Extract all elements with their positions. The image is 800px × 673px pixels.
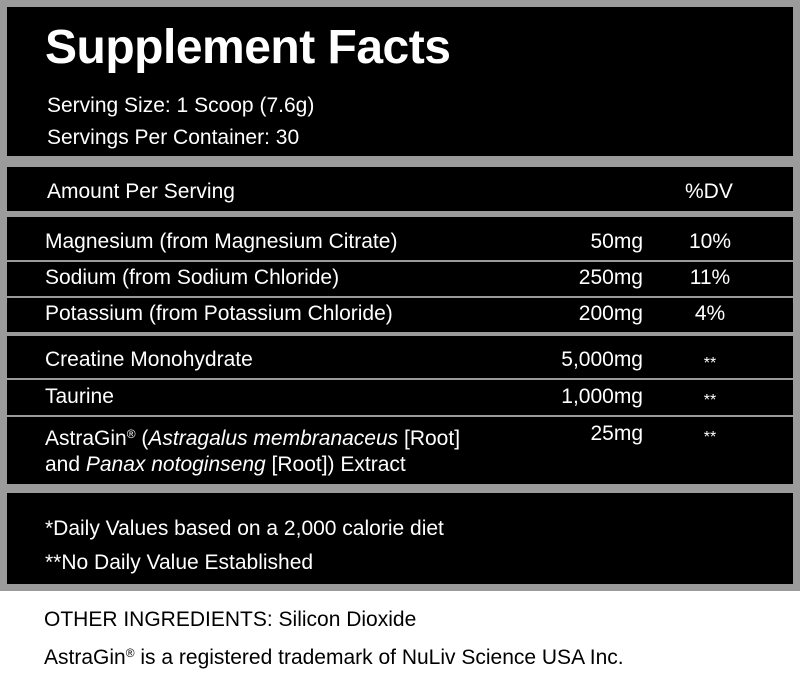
ingredient-name: AstraGin® (Astragalus membranaceus [Root…: [45, 427, 461, 476]
brand-name: AstraGin: [45, 427, 127, 450]
latin-name: Astragalus membranaceus: [148, 427, 399, 450]
nutrient-dv: 10%: [688, 230, 732, 253]
ingredient-dv: **: [703, 355, 717, 372]
nutrient-amount: 200mg: [578, 302, 643, 325]
nutrient-dv: 4%: [694, 302, 726, 325]
dv-header: %DV: [685, 180, 733, 203]
nutrient-name: Potassium (from Potassium Chloride): [45, 302, 393, 325]
trademark-notice: AstraGin® is a registered trademark of N…: [44, 646, 624, 669]
nutrient-dv: 11%: [689, 266, 731, 289]
ingredient-amount: 5,000mg: [561, 348, 643, 371]
thick-divider: [7, 484, 793, 493]
serving-size: Serving Size: 1 Scoop (7.6g): [47, 94, 315, 117]
panel-title: Supplement Facts: [45, 21, 451, 74]
registered-mark: ®: [126, 427, 136, 441]
nutrient-amount: 50mg: [590, 230, 643, 253]
footnote-daily-values: *Daily Values based on a 2,000 calorie d…: [45, 517, 444, 540]
nutrient-amount: 250mg: [578, 266, 643, 289]
amount-per-serving-header: Amount Per Serving: [47, 180, 235, 203]
section-divider: [7, 332, 793, 336]
row-divider: [7, 260, 793, 262]
nutrient-name: Magnesium (from Magnesium Citrate): [45, 230, 398, 253]
medium-divider: [7, 211, 793, 217]
ingredient-name: Taurine: [45, 385, 114, 408]
row-divider: [7, 378, 793, 380]
ingredient-amount: 25mg: [590, 422, 643, 445]
other-ingredients: OTHER INGREDIENTS: Silicon Dioxide: [44, 608, 417, 631]
ingredient-name: Creatine Monohydrate: [45, 348, 253, 371]
nutrient-name: Sodium (from Sodium Chloride): [45, 266, 340, 289]
supplement-facts-panel: Supplement Facts Serving Size: 1 Scoop (…: [0, 0, 800, 591]
thick-divider: [7, 156, 793, 167]
registered-mark: ®: [125, 646, 135, 660]
row-divider: [7, 296, 793, 298]
servings-per-container: Servings Per Container: 30: [47, 126, 300, 149]
row-divider: [7, 415, 793, 417]
ingredient-dv: **: [703, 429, 717, 446]
footnote-no-dv: **No Daily Value Established: [45, 551, 314, 574]
latin-name: Panax notoginseng: [85, 453, 266, 476]
ingredient-dv: **: [703, 392, 717, 409]
ingredient-amount: 1,000mg: [561, 385, 643, 408]
